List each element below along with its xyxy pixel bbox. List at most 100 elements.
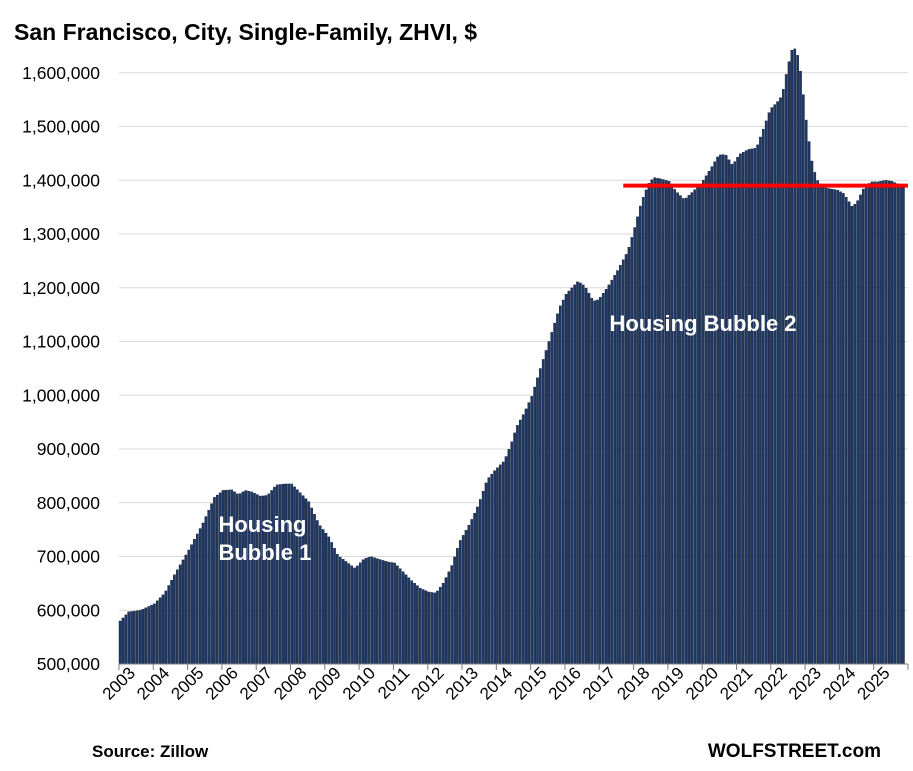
bar (539, 368, 542, 665)
x-tick-label: 2005 (167, 663, 207, 703)
x-tick-label: 2024 (819, 663, 859, 703)
x-tick-label: 2010 (339, 663, 379, 703)
bar (753, 148, 757, 665)
bar (859, 194, 862, 665)
bar (376, 558, 379, 665)
bar (310, 507, 313, 665)
annotation-label: Housing Bubble 2 (610, 311, 797, 336)
bar (719, 154, 722, 665)
bar (499, 464, 502, 665)
bar (864, 185, 868, 665)
bar (707, 171, 711, 665)
x-tick-label: 2004 (133, 663, 173, 703)
bar (641, 197, 645, 665)
bar (418, 588, 422, 665)
bar (453, 556, 456, 665)
bar (178, 564, 182, 665)
bar (587, 292, 591, 665)
bar (827, 188, 831, 665)
bar (553, 322, 556, 665)
bar (796, 55, 799, 665)
bar (750, 148, 754, 665)
bar (444, 577, 448, 665)
bar (681, 198, 685, 665)
bar (493, 470, 496, 665)
bar (521, 414, 525, 665)
bar (847, 201, 851, 665)
bar (902, 186, 905, 665)
bar (476, 506, 479, 665)
annotation-label: Bubble 1 (218, 540, 311, 565)
bar (456, 548, 459, 665)
bar (307, 501, 311, 665)
y-tick-label: 1,600,000 (22, 63, 100, 83)
bar (396, 565, 399, 665)
bar (173, 574, 176, 665)
bar (567, 290, 571, 665)
bar (207, 509, 211, 665)
bar (767, 112, 771, 665)
bar (759, 136, 762, 665)
bar (433, 592, 436, 665)
chart-title: San Francisco, City, Single-Family, ZHVI… (14, 19, 477, 45)
bar (687, 195, 691, 665)
bar (573, 284, 576, 665)
x-tick-label: 2022 (751, 663, 791, 703)
bar (664, 180, 668, 665)
x-tick-label: 2008 (270, 663, 310, 703)
bar (496, 467, 499, 665)
bar (727, 159, 731, 665)
bar (887, 180, 891, 665)
bar (479, 499, 482, 665)
bar (764, 120, 768, 665)
y-tick-label: 500,000 (37, 654, 101, 674)
bar (524, 408, 528, 665)
bar (744, 150, 748, 665)
bar (353, 567, 356, 665)
x-tick-label: 2017 (579, 663, 619, 703)
bar (127, 611, 131, 665)
bar (559, 305, 562, 665)
y-tick-label: 1,400,000 (22, 170, 100, 190)
bar (630, 237, 634, 665)
bar (581, 284, 585, 665)
x-tick-label: 2021 (716, 663, 756, 703)
bar (790, 50, 794, 665)
x-tick-label: 2007 (236, 663, 276, 703)
bar (884, 180, 888, 665)
bar (330, 542, 333, 665)
bar (401, 571, 405, 665)
bar (561, 299, 565, 665)
x-tick-label: 2012 (408, 663, 448, 703)
bar (121, 617, 125, 665)
bar (793, 48, 797, 665)
bar (541, 359, 545, 665)
bar (213, 497, 216, 665)
bar (870, 181, 874, 665)
bar (742, 151, 745, 665)
bar (807, 141, 811, 665)
bar (690, 192, 694, 665)
bar (430, 592, 434, 665)
bar (576, 281, 579, 665)
bar (181, 559, 185, 665)
x-tick-label: 2011 (374, 663, 413, 702)
bar (550, 332, 554, 665)
bar (204, 516, 208, 665)
bar (819, 183, 822, 665)
bar (579, 282, 582, 665)
bar (633, 227, 637, 665)
bar (844, 197, 848, 665)
y-tick-label: 800,000 (37, 493, 101, 513)
bar (118, 620, 122, 665)
bar (873, 181, 877, 665)
bar (347, 563, 351, 665)
bar (856, 200, 859, 665)
bar (833, 189, 837, 665)
bar (198, 528, 202, 665)
bar (650, 179, 654, 665)
bar (367, 556, 371, 665)
bar (358, 562, 362, 665)
bar (762, 128, 765, 665)
bar (536, 377, 539, 665)
